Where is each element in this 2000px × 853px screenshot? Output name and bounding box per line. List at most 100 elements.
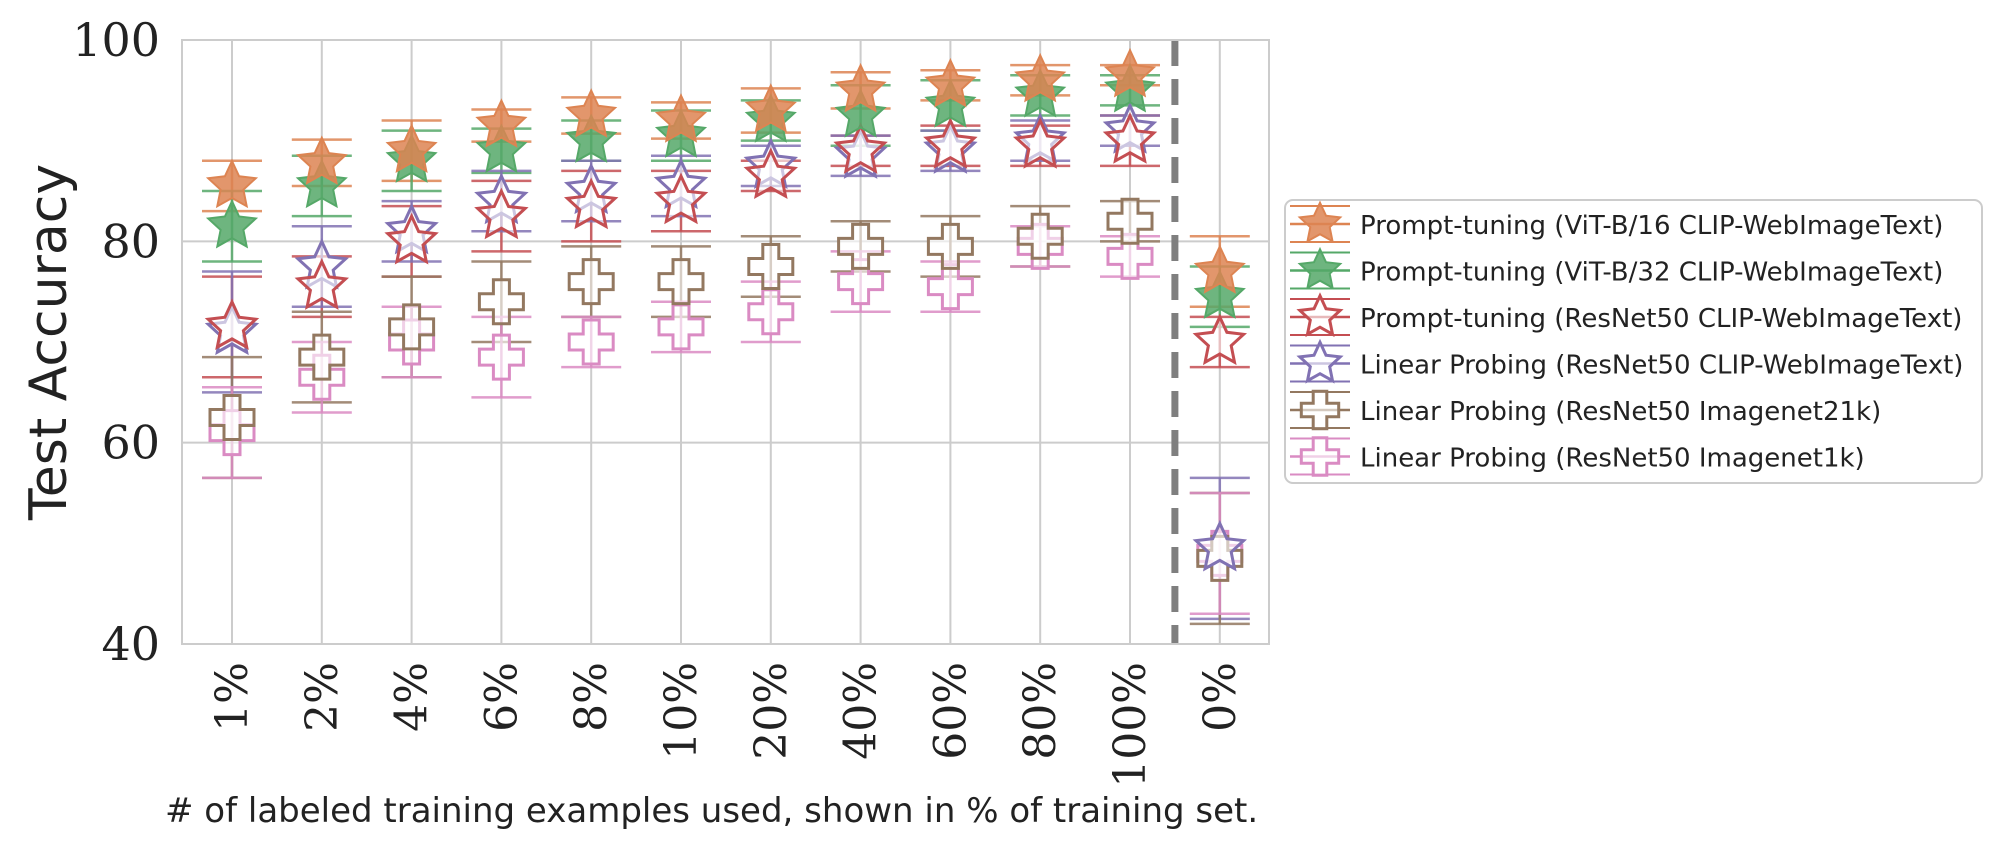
y-tick-labels: 40 60 80 100	[72, 13, 160, 671]
data-point	[837, 258, 885, 306]
data-point	[567, 258, 615, 306]
data-point	[834, 88, 887, 138]
legend-item: Linear Probing (ResNet50 Imagenet21k)	[1290, 389, 1881, 431]
data-point	[747, 243, 795, 290]
legend-item: Linear Probing (ResNet50 Imagenet1k)	[1290, 436, 1865, 477]
data-point	[926, 263, 974, 311]
data-point	[657, 258, 705, 306]
data-point	[744, 83, 797, 133]
x-tick-label: 80%	[1015, 662, 1066, 760]
x-tick-label: 0%	[1195, 662, 1246, 732]
x-tick-label: 100%	[1105, 662, 1156, 788]
series-0	[202, 63, 1250, 309]
series-2	[202, 114, 1250, 379]
legend-label: Linear Probing (ResNet50 CLIP-WebImageTe…	[1360, 351, 1963, 381]
data-point	[475, 123, 528, 173]
x-tick-label: 10%	[656, 662, 707, 760]
x-tick-label: 20%	[746, 662, 797, 760]
data-point	[477, 333, 525, 381]
data-point	[923, 117, 978, 169]
x-tick-label: 40%	[836, 662, 887, 760]
data-point	[477, 278, 525, 326]
data-point	[747, 288, 795, 336]
data-point	[657, 303, 705, 351]
data-point	[474, 187, 529, 240]
x-tick-label: 4%	[387, 662, 438, 732]
legend: Prompt-tuning (ViT-B/16 CLIP-WebImageTex…	[1284, 199, 1983, 484]
series-markers-1	[205, 62, 1246, 319]
data-point	[1193, 244, 1246, 294]
legend-label: Prompt-tuning (ViT-B/16 CLIP-WebImageTex…	[1360, 211, 1943, 241]
data-point	[1102, 112, 1158, 164]
x-axis-label: # of labeled training examples used, sho…	[165, 791, 1258, 831]
data-point	[926, 222, 974, 270]
data-point	[205, 198, 259, 249]
series-3	[202, 114, 1250, 621]
legend-item: Prompt-tuning (ResNet50 CLIP-WebImageTex…	[1290, 292, 1962, 338]
y-tick-label: 60	[101, 416, 160, 470]
data-point	[1192, 519, 1248, 572]
series-markers-3	[204, 102, 1248, 572]
y-tick-label: 80	[101, 214, 160, 268]
y-tick-label: 100	[72, 13, 160, 67]
data-point	[833, 122, 888, 174]
y-axis-label: Test Accuracy	[19, 164, 79, 521]
x-tick-label: 6%	[476, 662, 527, 732]
data-point	[743, 147, 799, 199]
x-tick-label: 2%	[297, 662, 348, 732]
legend-item: Linear Probing (ResNet50 CLIP-WebImageTe…	[1290, 338, 1963, 384]
legend-marker	[1299, 436, 1341, 477]
data-point	[295, 135, 348, 185]
legend-marker	[1299, 389, 1341, 431]
data-point	[388, 303, 436, 351]
series-4	[202, 199, 1250, 626]
data-point	[1012, 117, 1068, 169]
data-point	[208, 394, 256, 441]
series-5	[202, 224, 1250, 616]
data-point	[384, 212, 439, 265]
data-point	[475, 98, 528, 148]
legend-marker	[1296, 338, 1344, 384]
legend-marker	[1297, 200, 1343, 244]
data-point	[204, 298, 260, 350]
legend-label: Prompt-tuning (ResNet50 CLIP-WebImageTex…	[1360, 304, 1962, 334]
data-point	[924, 57, 977, 108]
x-tick-label: 1%	[207, 662, 258, 732]
data-point	[298, 333, 346, 381]
data-point	[295, 158, 348, 209]
legend-label: Prompt-tuning (ViT-B/32 CLIP-WebImageTex…	[1360, 258, 1943, 288]
legend-marker	[1297, 246, 1343, 290]
data-point	[567, 318, 615, 366]
data-point	[565, 88, 618, 138]
legend-label: Linear Probing (ResNet50 Imagenet21k)	[1360, 397, 1881, 427]
data-point	[205, 158, 259, 209]
data-point	[1192, 313, 1248, 366]
data-point	[924, 78, 977, 128]
data-point	[1014, 52, 1067, 103]
plot-frame	[181, 39, 1270, 645]
series-markers-5	[208, 222, 1244, 577]
data-point	[1106, 232, 1154, 280]
data-point	[563, 177, 619, 230]
data-point	[294, 258, 350, 310]
data-point	[1016, 212, 1064, 260]
data-point	[1103, 47, 1157, 98]
series-markers-4	[208, 197, 1244, 582]
series-markers-0	[205, 47, 1246, 294]
legend-marker	[1296, 292, 1344, 338]
x-tick-label: 8%	[566, 662, 617, 732]
series-1	[202, 73, 1250, 329]
data-point	[1193, 269, 1246, 319]
data-point	[837, 222, 885, 270]
x-tick-labels: 1% 2% 4% 6% 8% 10% 20% 40% 60% 80% 100% 0%	[207, 662, 1246, 788]
legend-label: Linear Probing (ResNet50 Imagenet1k)	[1360, 444, 1865, 474]
data-point	[1106, 197, 1154, 245]
data-point	[565, 113, 618, 163]
data-point	[834, 62, 887, 113]
legend-item: Prompt-tuning (ViT-B/32 CLIP-WebImageTex…	[1290, 246, 1943, 290]
legend-frame	[1284, 199, 1983, 484]
series-layer	[202, 47, 1250, 626]
series-markers-2	[204, 112, 1248, 366]
x-tick-label: 60%	[925, 662, 976, 760]
